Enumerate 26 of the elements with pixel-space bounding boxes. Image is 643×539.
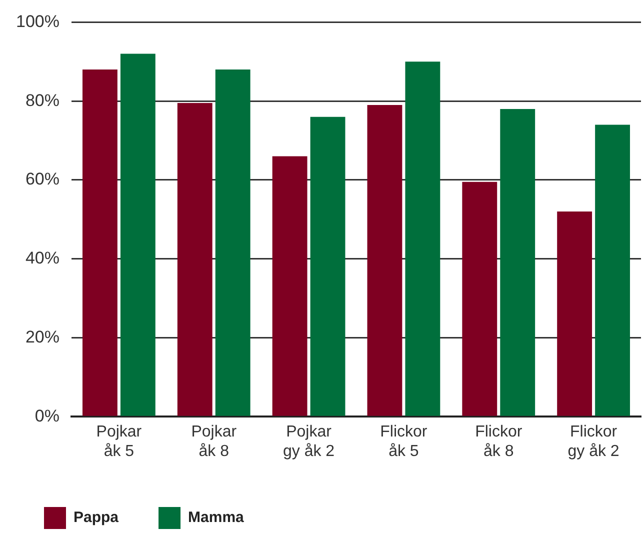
y-tick-label: 20% — [25, 327, 60, 346]
bar — [405, 62, 440, 416]
legend-label: Pappa — [74, 509, 120, 526]
x-tick-label: Flickor gy åk 2 — [568, 424, 620, 460]
x-tick-label: Pojkar gy åk 2 — [282, 424, 335, 460]
bar — [500, 108, 536, 416]
bar — [177, 103, 212, 416]
y-tick-label: 40% — [25, 248, 60, 268]
x-tick-label: Pojkar åk 8 — [191, 424, 238, 460]
y-tick-label: 60% — [25, 170, 60, 189]
x-tick-label: Pojkar åk 5 — [96, 424, 142, 460]
y-tick-label: 100% — [16, 12, 60, 31]
y-tick-label: 0% — [34, 406, 60, 426]
x-tick-label: Flickor åk 5 — [380, 424, 428, 460]
bar — [367, 105, 402, 416]
bar — [272, 156, 308, 416]
bar — [82, 70, 118, 416]
bar — [462, 182, 498, 416]
bar — [557, 212, 592, 416]
x-tick-label: Flickor åk 8 — [475, 424, 523, 460]
bar — [310, 116, 346, 416]
legend-label: Mamma — [188, 509, 245, 526]
bar — [595, 124, 630, 416]
bar — [120, 54, 156, 416]
bar — [215, 70, 250, 416]
y-tick-label: 80% — [25, 90, 60, 110]
